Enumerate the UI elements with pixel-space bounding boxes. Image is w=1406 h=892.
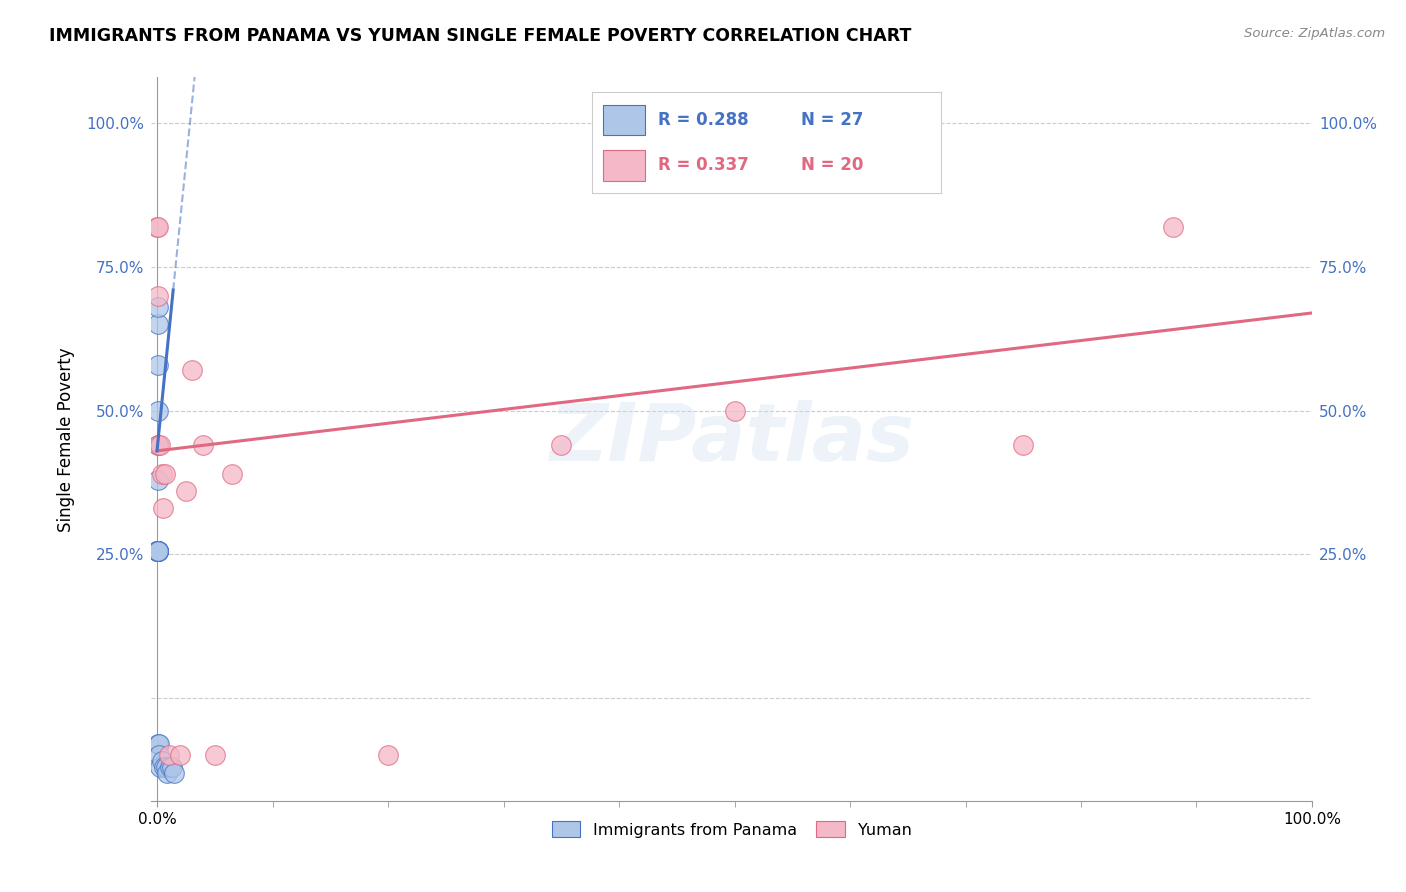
Point [146, 219, 169, 234]
Point [149, 760, 172, 774]
Point [221, 467, 243, 481]
Point [146, 300, 169, 314]
Point [159, 760, 181, 774]
Point [193, 438, 215, 452]
Point [146, 318, 169, 332]
Point [377, 748, 399, 763]
Point [550, 438, 572, 452]
Point [146, 438, 169, 452]
Point [153, 467, 176, 481]
Point [153, 760, 176, 774]
Point [146, 544, 169, 558]
Point [146, 544, 169, 558]
Point [148, 737, 170, 751]
Point [146, 544, 169, 558]
Point [146, 544, 169, 558]
Point [146, 438, 169, 452]
Point [146, 544, 169, 558]
Point [152, 501, 174, 516]
Point [146, 219, 169, 234]
Point [160, 760, 183, 774]
Point [150, 467, 173, 481]
Point [146, 544, 169, 558]
Point [1012, 438, 1035, 452]
Point [146, 544, 169, 558]
Point [169, 748, 191, 763]
Point [146, 544, 169, 558]
Text: ZIPatlas: ZIPatlas [550, 401, 914, 478]
Point [146, 473, 169, 487]
Point [180, 363, 202, 377]
Point [1163, 219, 1185, 234]
Point [148, 737, 170, 751]
Point [204, 748, 226, 763]
Point [148, 748, 170, 763]
Point [149, 438, 172, 452]
Point [146, 289, 169, 303]
Point [174, 483, 197, 498]
Point [156, 765, 179, 780]
Point [723, 403, 745, 417]
Y-axis label: Single Female Poverty: Single Female Poverty [58, 347, 75, 532]
Point [157, 748, 180, 763]
Point [146, 544, 169, 558]
Point [150, 754, 173, 768]
Point [163, 765, 186, 780]
Text: IMMIGRANTS FROM PANAMA VS YUMAN SINGLE FEMALE POVERTY CORRELATION CHART: IMMIGRANTS FROM PANAMA VS YUMAN SINGLE F… [49, 27, 911, 45]
Point [146, 544, 169, 558]
Point [146, 358, 169, 372]
Point [155, 760, 177, 774]
Text: Source: ZipAtlas.com: Source: ZipAtlas.com [1244, 27, 1385, 40]
Legend: Immigrants from Panama, Yuman: Immigrants from Panama, Yuman [546, 815, 918, 844]
Point [146, 403, 169, 417]
